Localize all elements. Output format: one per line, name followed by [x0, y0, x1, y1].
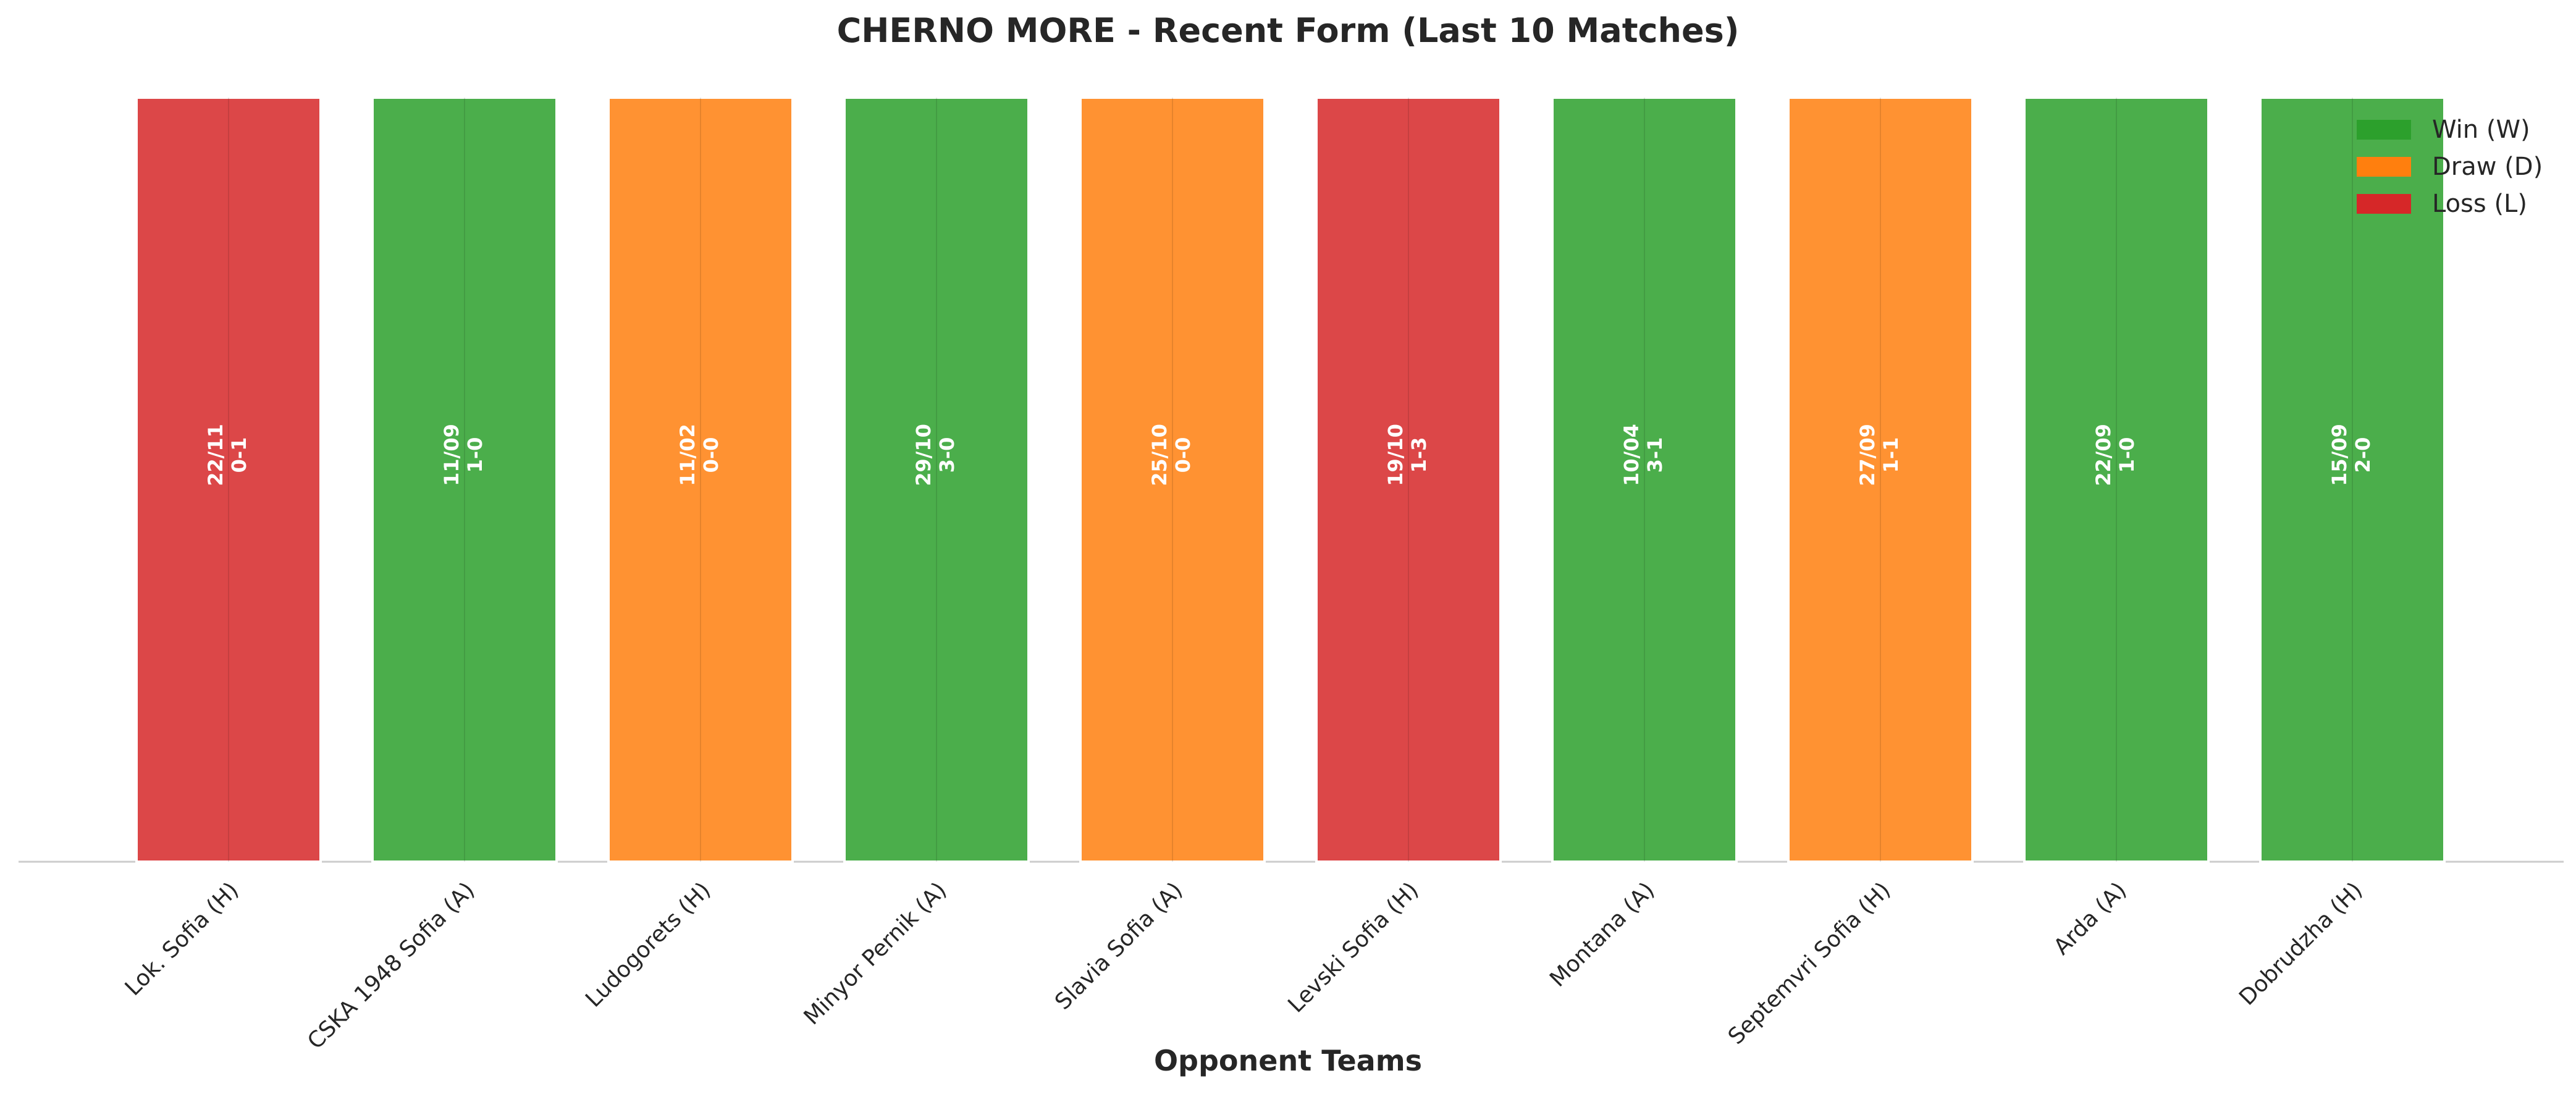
x-tick-label: Septemvri Sofia (H): [1724, 877, 1896, 1050]
bar: [1787, 96, 1974, 863]
x-axis-label: Opponent Teams: [1153, 1044, 1423, 1077]
bar: [135, 96, 322, 863]
bar-date-label: 29/10: [912, 424, 935, 486]
legend-item-draw: Draw (D): [2357, 148, 2543, 185]
bar-date-label: 15/09: [2328, 424, 2351, 486]
legend-swatch-draw: [2357, 157, 2411, 177]
bar: [1315, 96, 1502, 863]
bar: [371, 96, 558, 863]
bar-date-label: 11/09: [440, 424, 463, 486]
legend-swatch-win: [2357, 120, 2411, 140]
bar-label-group: 11/09 1-0: [440, 424, 487, 486]
x-tick-label: Levski Sofia (H): [1283, 877, 1423, 1017]
x-tick-label: Montana (A): [1545, 877, 1659, 991]
bar-score-label: 3-0: [935, 437, 959, 473]
legend: Win (W) Draw (D) Loss (L): [2357, 111, 2543, 222]
bar-score-label: 3-1: [1643, 437, 1667, 473]
legend-label-loss: Loss (L): [2432, 190, 2527, 218]
bar-label-group: 22/09 1-0: [2092, 424, 2139, 486]
bar-date-label: 22/11: [204, 424, 227, 486]
bar-date-label: 25/10: [1148, 424, 1171, 486]
bar-label-group: 27/09 1-1: [1856, 424, 1903, 486]
legend-label-win: Win (W): [2432, 116, 2530, 144]
bar-label-group: 19/10 1-3: [1384, 424, 1431, 486]
legend-label-draw: Draw (D): [2432, 153, 2543, 181]
x-tick-label: Ludogorets (H): [581, 877, 715, 1012]
legend-swatch-loss: [2357, 194, 2411, 214]
bar-date-label: 11/02: [676, 424, 699, 486]
bar: [2023, 96, 2210, 863]
bar-score-label: 2-0: [2351, 437, 2375, 473]
bar-date-label: 22/09: [2092, 424, 2115, 486]
bar-label-group: 15/09 2-0: [2328, 424, 2375, 486]
x-tick-label: Arda (A): [2049, 877, 2132, 960]
bar-score-label: 0-0: [699, 437, 723, 473]
bar-label-group: 11/02 0-0: [676, 424, 723, 486]
bar-score-label: 0-1: [227, 437, 251, 473]
bar-score-label: 1-1: [1879, 437, 1903, 473]
bar-score-label: 0-0: [1171, 437, 1195, 473]
bar-score-label: 1-0: [2115, 437, 2139, 473]
x-tick-label: Dobrudzha (H): [2234, 877, 2367, 1010]
bar-score-label: 1-3: [1407, 437, 1431, 473]
legend-item-win: Win (W): [2357, 111, 2543, 148]
bar-date-label: 19/10: [1384, 424, 1407, 486]
bar: [607, 96, 794, 863]
bar-label-group: 29/10 3-0: [912, 424, 959, 486]
bar: [1551, 96, 1738, 863]
x-tick-label: Minyor Pernik (A): [799, 877, 952, 1030]
bar-label-group: 25/10 0-0: [1148, 424, 1195, 486]
x-tick-label: Slavia Sofia (A): [1050, 877, 1187, 1014]
bar-date-label: 27/09: [1856, 424, 1879, 486]
chart-title: CHERNO MORE - Recent Form (Last 10 Match…: [836, 11, 1740, 50]
bar-score-label: 1-0: [463, 437, 487, 473]
bar: [1079, 96, 1266, 863]
x-tick-label: CSKA 1948 Sofia (A): [303, 877, 479, 1054]
bar-date-label: 10/04: [1620, 424, 1643, 486]
bar: [2259, 96, 2446, 863]
x-tick-label: Lok. Sofia (H): [120, 877, 244, 1001]
bar-label-group: 22/11 0-1: [204, 424, 251, 486]
bar: [843, 96, 1030, 863]
bar-label-group: 10/04 3-1: [1620, 424, 1667, 486]
legend-item-loss: Loss (L): [2357, 185, 2543, 222]
